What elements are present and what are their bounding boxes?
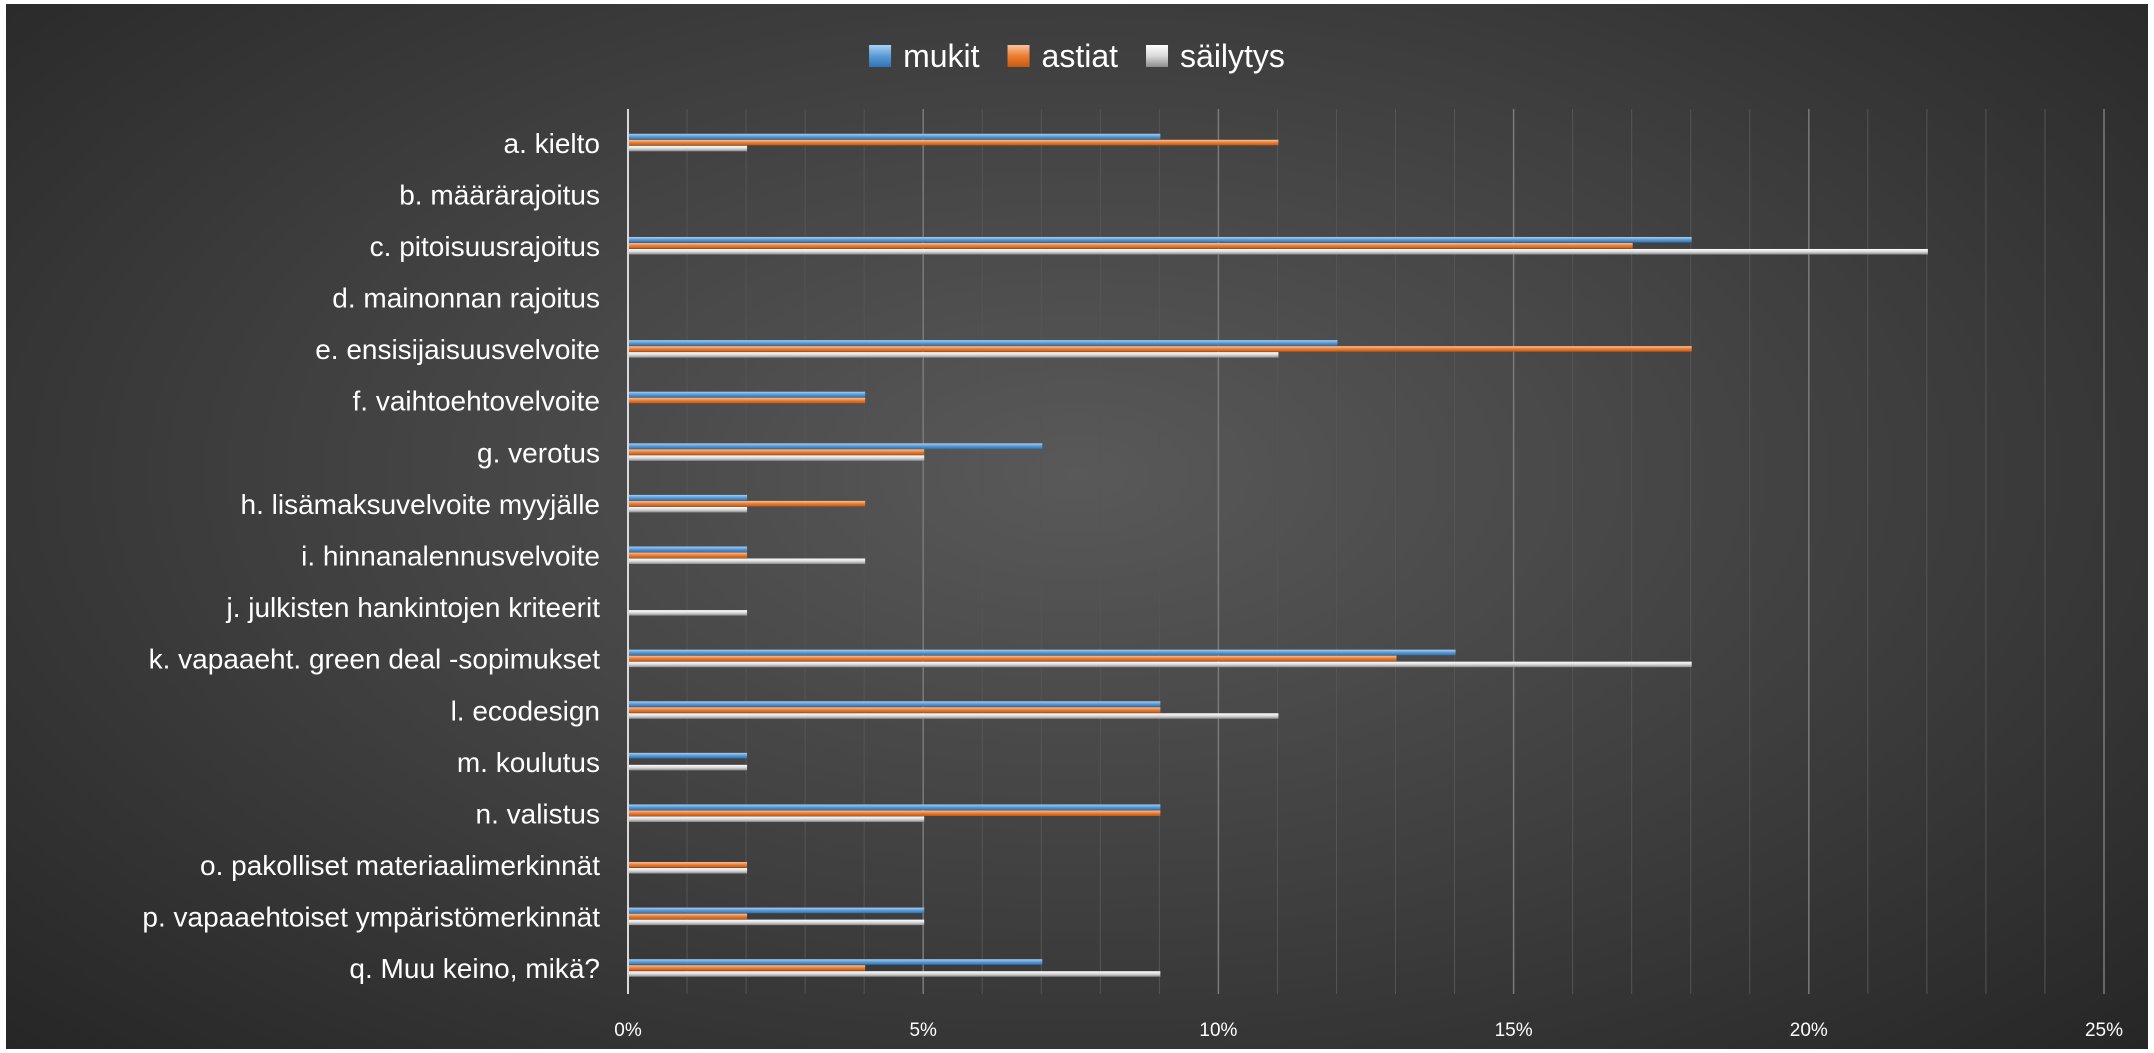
bar-mukit-13: [629, 752, 748, 759]
chart-area: a. kielto b. määrärajoitus c. pitoisuusraj…: [6, 4, 2148, 1049]
category-label: i. hinnanalennusvelvoite: [301, 541, 600, 572]
category-label: c. pitoisuusrajoitus: [370, 231, 600, 262]
bar-mukit-3: [629, 236, 1692, 243]
legend-label: astiat: [1042, 38, 1119, 74]
gridlines: [686, 109, 2105, 994]
bar-mukit-14: [629, 804, 1161, 810]
bar-s-ilytys-14: [629, 816, 925, 822]
bar-s-ilytys-5: [629, 352, 1279, 358]
bar-s-ilytys-9: [629, 558, 866, 564]
bar-mukit-1: [629, 133, 1161, 140]
bar-astiat-9: [629, 552, 748, 558]
bar-mukit-6: [629, 391, 866, 398]
bar-mukit-11: [629, 649, 1456, 656]
bar-astiat-6: [629, 397, 866, 404]
bar-s-ilytys-12: [629, 713, 1279, 719]
legend-label: mukit: [903, 38, 980, 74]
legend-item: säilytys: [1146, 38, 1285, 74]
bar-mukit-9: [629, 546, 748, 552]
legend-swatch: [1007, 45, 1030, 67]
x-tick-label: 20%: [1790, 1020, 1828, 1041]
legend-swatch: [869, 45, 892, 67]
bar-s-ilytys-17: [629, 971, 1161, 977]
bar-astiat-14: [629, 810, 1161, 816]
bar-mukit-7: [629, 443, 1043, 449]
bar-astiat-17: [629, 965, 866, 971]
category-labels: a. kielto b. määrärajoitus c. pitoisuusraj…: [142, 128, 600, 984]
category-label: e. ensisijaisuusvelvoite: [315, 334, 600, 365]
category-label: h. lisämaksuvelvoite myyjälle: [241, 489, 600, 520]
bar-mukit-5: [629, 340, 1338, 346]
legend-label: säilytys: [1180, 38, 1285, 74]
bar-mukit-12: [629, 701, 1161, 707]
category-label: a. kielto: [504, 128, 601, 159]
bars: [629, 133, 1928, 977]
bar-astiat-16: [629, 913, 748, 920]
legend-swatch: [1146, 45, 1169, 67]
category-label: k. vapaaeht. green deal -sopimukset: [149, 644, 601, 675]
bar-s-ilytys-3: [629, 248, 1928, 255]
x-tick-label: 0%: [614, 1020, 642, 1041]
bar-s-ilytys-1: [629, 145, 748, 152]
category-label: d. mainonnan rajoitus: [332, 283, 600, 314]
category-label: l. ecodesign: [451, 695, 600, 726]
bar-s-ilytys-7: [629, 455, 925, 461]
category-label: m. koulutus: [457, 747, 600, 778]
x-tick-label: 10%: [1199, 1020, 1237, 1041]
category-label: p. vapaaehtoiset ympäristömerkinnät: [142, 902, 600, 933]
x-tick-labels: 0% 5% 10% 15% 20% 25%: [614, 1020, 2123, 1041]
bar-s-ilytys-11: [629, 661, 1692, 668]
bar-s-ilytys-16: [629, 919, 925, 926]
bar-s-ilytys-8: [629, 506, 748, 513]
category-label: q. Muu keino, mikä?: [349, 953, 600, 984]
bar-astiat-3: [629, 242, 1633, 249]
category-label: b. määrärajoitus: [399, 179, 600, 210]
bar-astiat-5: [629, 346, 1692, 352]
bar-astiat-7: [629, 449, 925, 455]
legend-item: astiat: [1007, 38, 1119, 74]
x-tick-label: 15%: [1495, 1020, 1533, 1041]
legend-item: mukit: [869, 38, 980, 74]
x-tick-label: 5%: [909, 1020, 937, 1041]
bar-chart: a. kielto b. määrärajoitus c. pitoisuusraj…: [142, 38, 2123, 1041]
bar-astiat-11: [629, 655, 1397, 662]
bar-astiat-8: [629, 500, 866, 507]
bar-astiat-12: [629, 707, 1161, 713]
bar-mukit-16: [629, 907, 925, 914]
legend: mukit astiat säilytys: [869, 38, 1285, 74]
bar-mukit-17: [629, 959, 1043, 965]
bar-s-ilytys-10: [629, 610, 748, 616]
category-label: o. pakolliset materiaalimerkinnät: [200, 850, 600, 881]
bar-mukit-8: [629, 494, 748, 501]
x-tick-label: 25%: [2085, 1020, 2123, 1041]
bar-astiat-1: [629, 139, 1279, 146]
bar-s-ilytys-13: [629, 764, 748, 771]
category-label: f. vaihtoehtovelvoite: [353, 386, 601, 417]
category-label: g. verotus: [477, 437, 600, 468]
category-label: n. valistus: [476, 798, 601, 829]
bar-s-ilytys-15: [629, 868, 748, 874]
category-label: j. julkisten hankintojen kriteerit: [225, 592, 600, 623]
bar-astiat-15: [629, 862, 748, 868]
